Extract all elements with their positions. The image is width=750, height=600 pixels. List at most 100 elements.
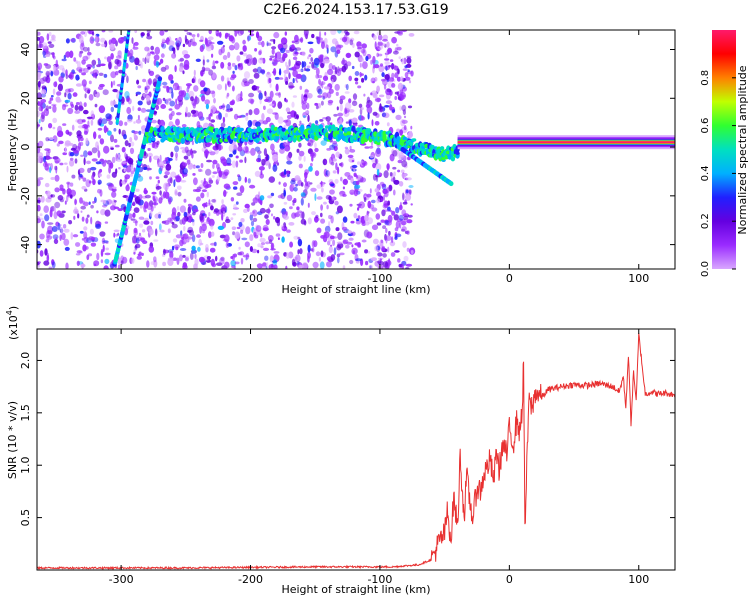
noise-cell bbox=[205, 183, 212, 188]
noise-cell bbox=[63, 238, 70, 246]
noise-cell bbox=[319, 57, 322, 64]
noise-cell bbox=[76, 260, 80, 266]
noise-cell bbox=[396, 46, 402, 51]
noise-cell bbox=[285, 49, 290, 54]
noise-cell bbox=[146, 167, 152, 171]
noise-cell bbox=[286, 160, 293, 165]
noise-cell bbox=[69, 182, 74, 187]
noise-cell bbox=[396, 43, 399, 47]
noise-cell bbox=[41, 42, 48, 49]
noise-cell bbox=[89, 228, 94, 235]
noise-cell bbox=[100, 248, 104, 257]
noise-cell bbox=[100, 158, 104, 162]
noise-cell bbox=[70, 194, 73, 199]
figure-title: C2E6.2024.153.17.53.G19 bbox=[263, 2, 448, 18]
noise-cell bbox=[381, 184, 385, 188]
noise-cell bbox=[279, 147, 285, 154]
noise-cell bbox=[212, 159, 218, 165]
noise-cell bbox=[208, 177, 212, 182]
noise-cell bbox=[357, 207, 360, 211]
noise-cell bbox=[140, 107, 147, 113]
noise-cell bbox=[354, 184, 361, 189]
noise-cell bbox=[300, 218, 306, 225]
noise-cell bbox=[250, 57, 256, 66]
noise-cell bbox=[104, 252, 111, 256]
noise-cell bbox=[329, 235, 335, 240]
noise-cell bbox=[369, 188, 372, 194]
noise-cell bbox=[355, 258, 362, 262]
noise-cell bbox=[397, 169, 401, 173]
noise-cell bbox=[110, 134, 114, 143]
noise-cell bbox=[385, 227, 388, 234]
noise-cell bbox=[282, 141, 288, 148]
band-cell bbox=[147, 136, 153, 144]
noise-cell bbox=[133, 227, 138, 234]
noise-cell bbox=[182, 70, 185, 75]
noise-cell bbox=[95, 141, 99, 149]
noise-cell bbox=[268, 77, 272, 84]
noise-cell bbox=[175, 157, 178, 161]
noise-cell bbox=[385, 187, 390, 193]
noise-cell bbox=[83, 150, 88, 158]
noise-cell bbox=[93, 131, 97, 140]
noise-cell bbox=[359, 177, 367, 183]
noise-cell bbox=[222, 44, 225, 48]
noise-cell bbox=[367, 200, 372, 209]
noise-cell bbox=[191, 34, 196, 38]
noise-cell bbox=[304, 89, 310, 93]
noise-cell bbox=[371, 224, 379, 231]
noise-cell bbox=[341, 226, 348, 231]
noise-cell bbox=[142, 218, 149, 221]
noise-cell bbox=[56, 143, 60, 147]
noise-cell bbox=[54, 201, 61, 209]
noise-cell bbox=[80, 210, 83, 213]
noise-cell bbox=[197, 168, 202, 172]
noise-cell bbox=[170, 171, 177, 178]
noise-cell bbox=[406, 247, 410, 252]
noise-cell bbox=[38, 140, 44, 148]
noise-cell bbox=[289, 241, 293, 248]
noise-cell bbox=[86, 124, 90, 128]
noise-cell bbox=[357, 85, 362, 89]
noise-cell bbox=[331, 38, 338, 45]
noise-cell bbox=[389, 241, 396, 247]
noise-cell bbox=[133, 167, 136, 172]
noise-cell bbox=[311, 247, 315, 253]
noise-cell bbox=[247, 120, 253, 128]
noise-cell bbox=[87, 253, 93, 257]
noise-cell bbox=[139, 204, 143, 209]
noise-cell bbox=[379, 103, 382, 111]
noise-cell bbox=[123, 134, 127, 140]
noise-cell bbox=[331, 197, 335, 201]
noise-cell bbox=[183, 198, 187, 203]
noise-cell bbox=[283, 222, 287, 229]
noise-cell bbox=[387, 246, 390, 253]
noise-cell bbox=[128, 142, 131, 148]
noise-cell bbox=[301, 103, 307, 110]
noise-cell bbox=[124, 174, 130, 180]
noise-cell bbox=[103, 199, 106, 204]
noise-cell bbox=[366, 231, 373, 239]
noise-cell bbox=[58, 65, 65, 71]
noise-cell bbox=[407, 131, 413, 138]
noise-cell bbox=[327, 99, 334, 104]
y-tick-label: 1.5 bbox=[19, 404, 32, 422]
noise-cell bbox=[116, 55, 122, 59]
noise-cell bbox=[112, 188, 115, 191]
noise-cell bbox=[99, 138, 105, 145]
noise-cell bbox=[387, 200, 391, 206]
noise-cell bbox=[293, 256, 298, 260]
noise-cell bbox=[289, 206, 293, 210]
noise-cell bbox=[221, 173, 228, 180]
noise-cell bbox=[255, 121, 261, 128]
noise-cell bbox=[45, 72, 51, 76]
noise-cell bbox=[77, 61, 81, 69]
noise-cell bbox=[230, 260, 237, 267]
noise-cell bbox=[108, 166, 111, 174]
noise-cell bbox=[93, 263, 97, 267]
noise-cell bbox=[232, 143, 237, 151]
noise-cell bbox=[291, 66, 297, 71]
noise-cell bbox=[69, 152, 75, 157]
noise-cell bbox=[236, 226, 241, 230]
